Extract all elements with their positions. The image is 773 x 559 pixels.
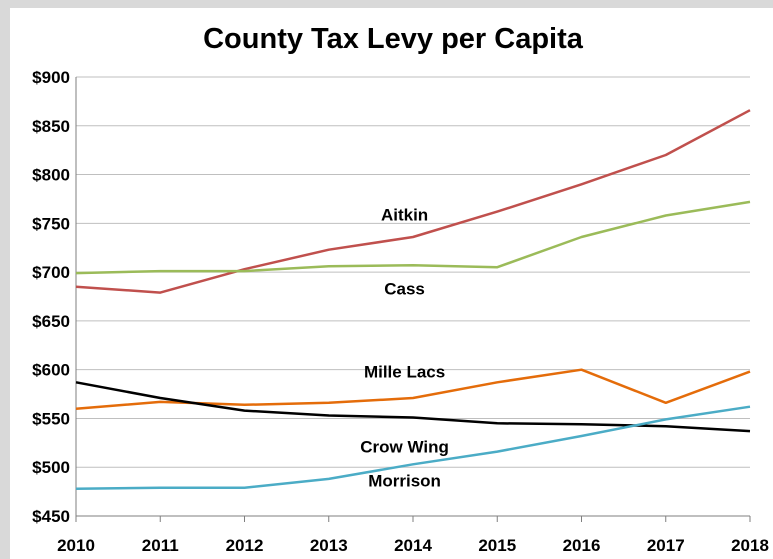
series-line-aitkin	[75, 109, 751, 294]
x-tick-label: 2016	[563, 536, 601, 555]
y-tick-label: $550	[32, 409, 70, 428]
series-label-mille-lacs: Mille Lacs	[364, 362, 445, 381]
y-tick-label: $600	[32, 361, 70, 380]
y-tick-label: $700	[32, 263, 70, 282]
y-tick-label: $850	[32, 117, 70, 136]
x-tick-label: 2017	[647, 536, 685, 555]
series-line-cass	[75, 200, 751, 275]
series-line-morrison	[75, 405, 751, 490]
chart-title: County Tax Levy per Capita	[203, 23, 584, 55]
x-tick-label: 2014	[394, 536, 432, 555]
x-tick-label: 2013	[310, 536, 348, 555]
y-tick-label: $900	[32, 68, 70, 87]
y-tick-label: $450	[32, 507, 70, 526]
series-layer	[75, 109, 751, 490]
axis-layer: $450 $500 $550 $600 $650 $700 $750 $800 $850 $900…	[32, 68, 769, 555]
y-tick-label: $500	[32, 458, 70, 477]
y-tick-label: $800	[32, 166, 70, 185]
series-label-morrison: Morrison	[368, 472, 441, 491]
series-label-crow-wing: Crow Wing	[360, 438, 449, 457]
series-label-cass: Cass	[384, 280, 425, 299]
line-chart: County Tax Levy per Capita $450$500$550$…	[32, 23, 769, 555]
x-tick-label: 2015	[478, 536, 516, 555]
y-tick-label: $650	[32, 312, 70, 331]
series-label-aitkin: Aitkin	[381, 205, 428, 224]
x-tick-label: 2018	[731, 536, 769, 555]
x-tick-label: 2011	[142, 536, 179, 555]
y-tick-label: $750	[32, 214, 70, 233]
x-tick-label: 2012	[226, 536, 264, 555]
series-label-layer: Aitkin Cass Mille Lacs Crow Wing Morrison	[360, 205, 449, 490]
x-tick-label: 2010	[57, 536, 95, 555]
chart-frame: County Tax Levy per Capita $450 $500 $550 $…	[10, 8, 773, 559]
